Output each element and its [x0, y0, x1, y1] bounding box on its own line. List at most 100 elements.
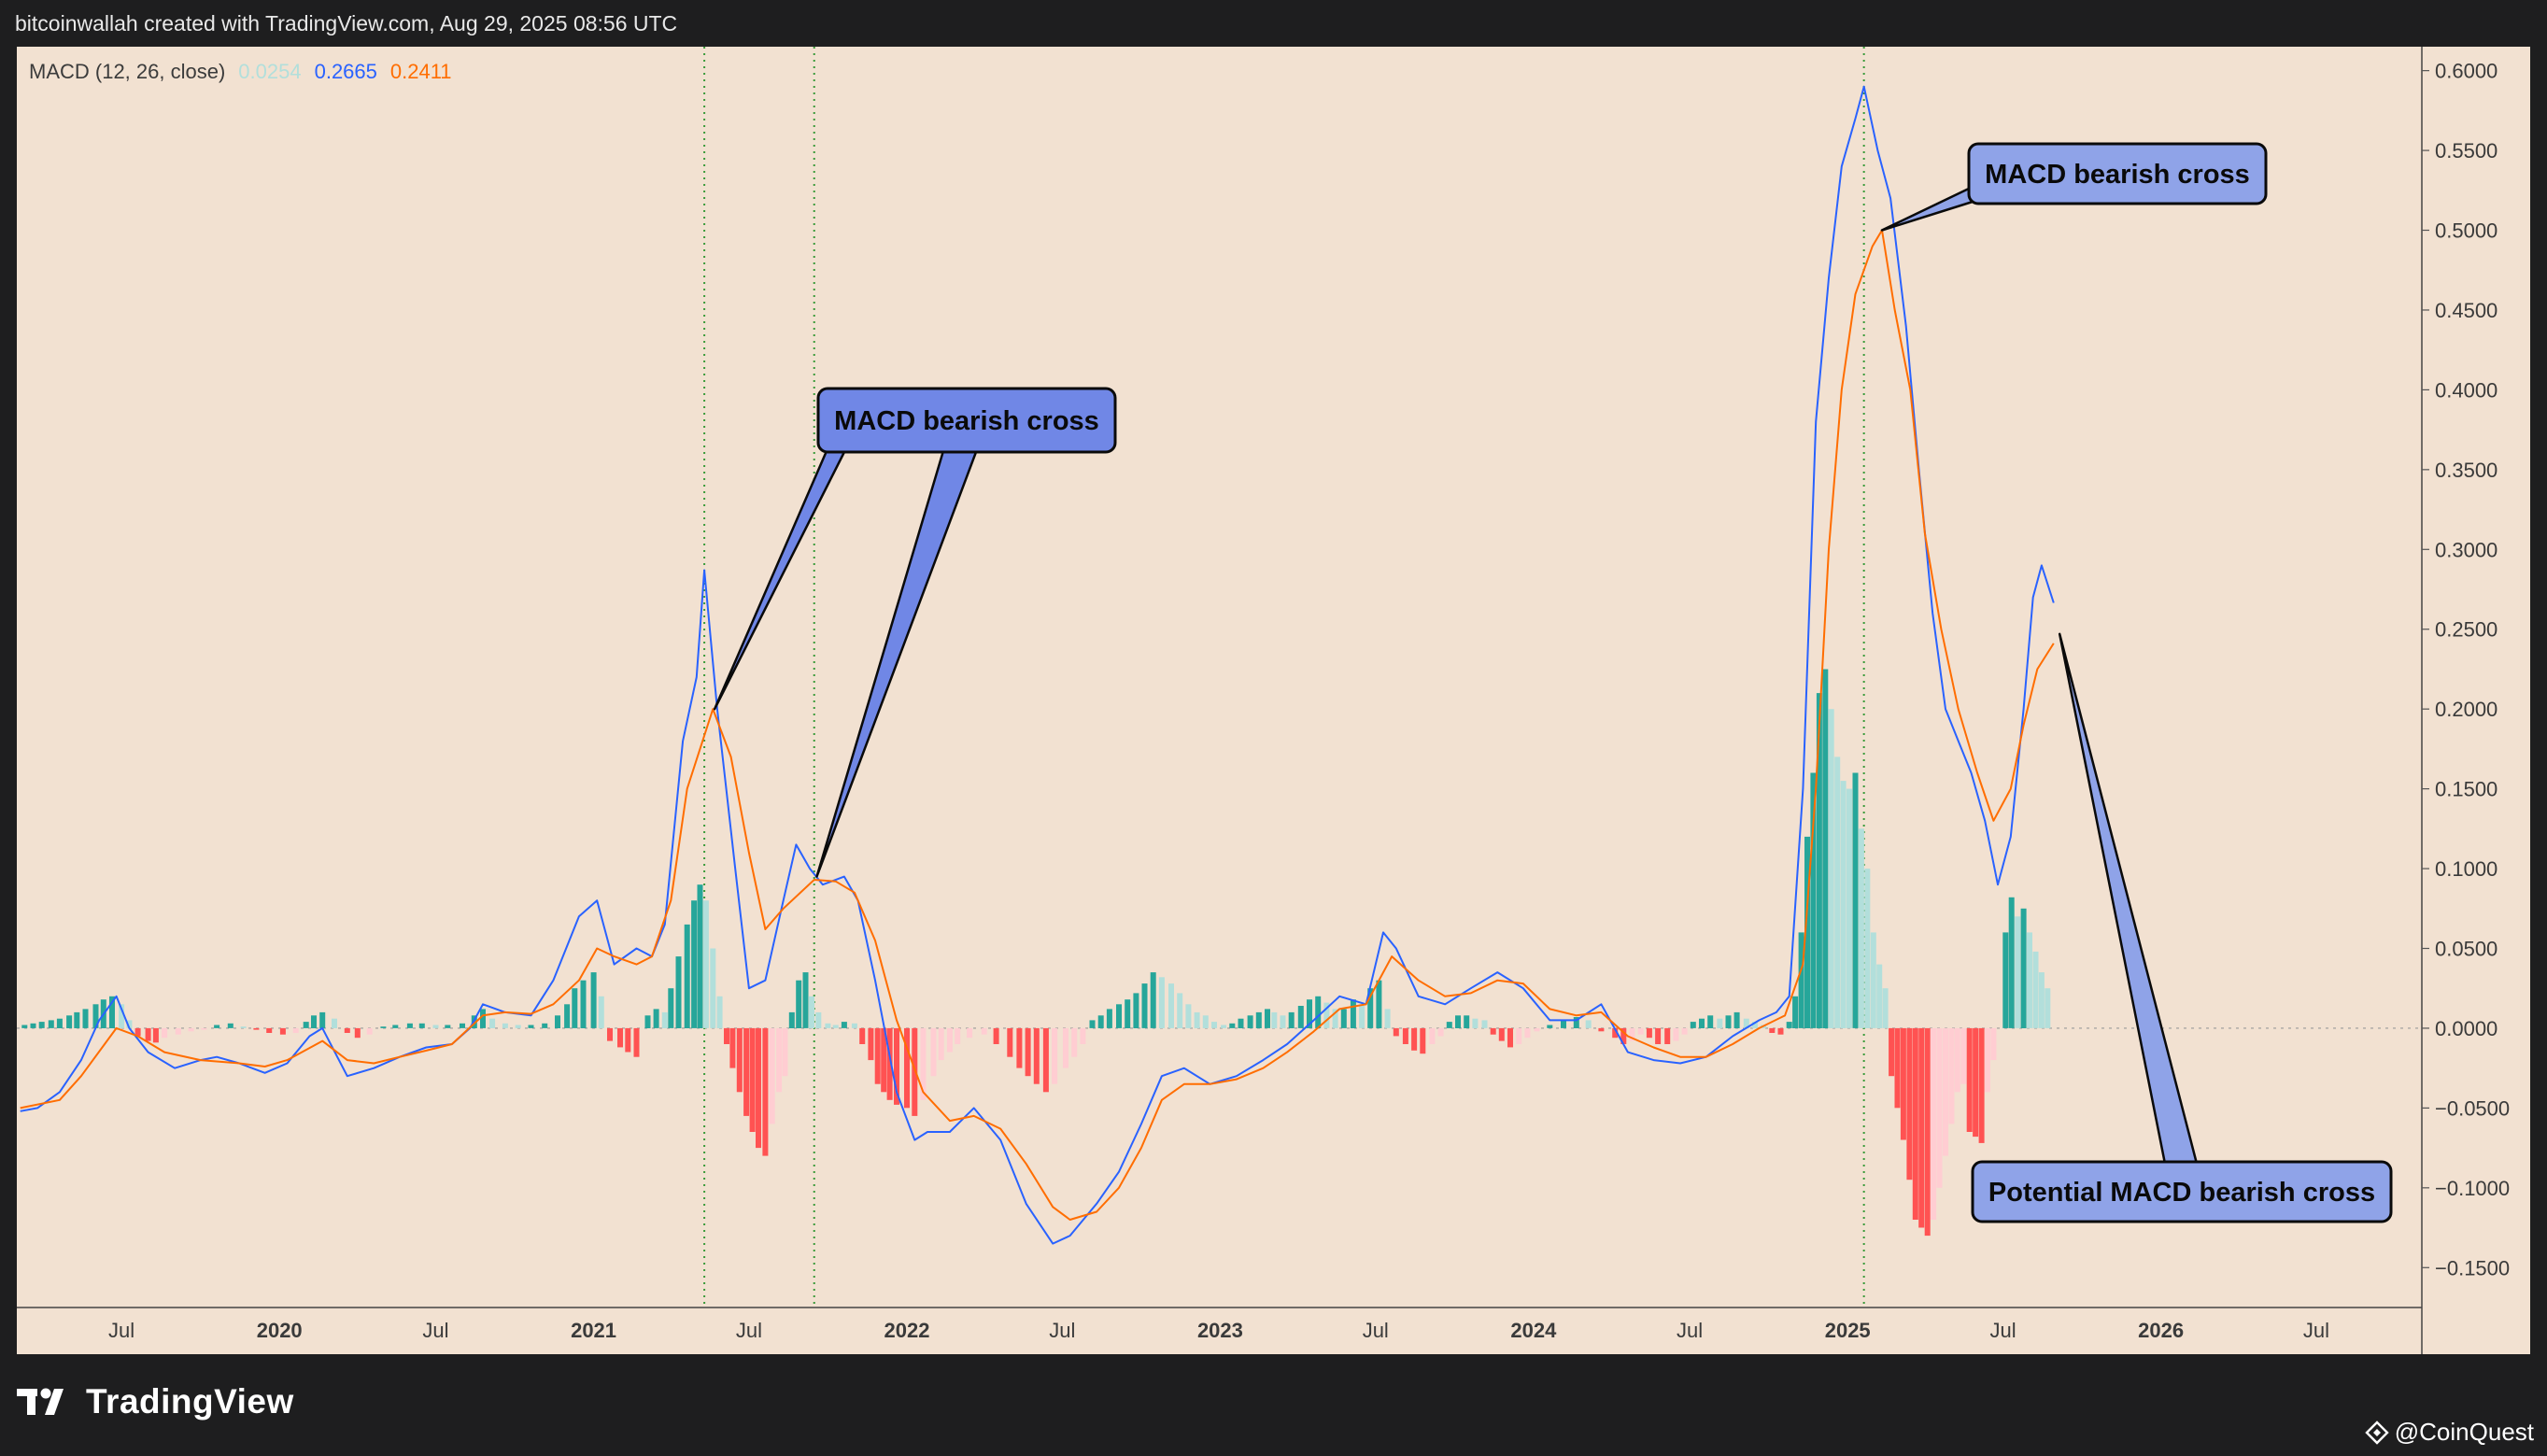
histogram-bar: [92, 1004, 99, 1028]
histogram-bar: [1847, 788, 1852, 1028]
histogram-bar: [1097, 1015, 1104, 1028]
histogram-bar: [788, 1011, 795, 1028]
histogram-bar: [815, 1011, 822, 1028]
histogram-bar: [1681, 1027, 1688, 1035]
histogram-bar: [1211, 1022, 1217, 1028]
histogram-bar: [749, 1027, 756, 1132]
histogram-bar: [796, 980, 802, 1028]
histogram-bar: [1125, 999, 1131, 1028]
time-tick-label: Jul: [736, 1319, 762, 1342]
annotation-callout[interactable]: MACD bearish cross: [1880, 142, 2268, 232]
annotation-callout[interactable]: MACD bearish cross: [713, 387, 1117, 878]
histogram-bar: [1177, 993, 1183, 1028]
histogram-bar: [109, 996, 115, 1028]
callout-box: [816, 387, 1117, 454]
histogram-bar: [1158, 977, 1165, 1028]
price-tick-label: 0.0500: [2435, 938, 2497, 961]
plot-area[interactable]: [17, 47, 2422, 1308]
price-tick-label: 0.5000: [2435, 219, 2497, 243]
time-tick-label: 2021: [571, 1319, 616, 1342]
histogram-bar: [1717, 1018, 1723, 1028]
histogram-bar: [1948, 1027, 1955, 1124]
histogram-bar: [1524, 1027, 1531, 1039]
histogram-bar: [502, 1023, 508, 1028]
histogram-bar: [152, 1027, 159, 1043]
histogram-bar: [1629, 1027, 1635, 1041]
annotation-callout[interactable]: Potential MACD bearish cross: [1971, 632, 2393, 1223]
time-tick-label: Jul: [1049, 1319, 1075, 1342]
histogram-bar: [1141, 983, 1148, 1028]
histogram-bar: [1307, 999, 1312, 1028]
histogram-bar: [1297, 1006, 1304, 1028]
histogram-bar: [1411, 1027, 1418, 1051]
histogram-bar: [668, 988, 674, 1028]
indicator-legend[interactable]: MACD (12, 26, close) 0.0254 0.2665 0.241…: [29, 60, 452, 84]
histogram-bar: [1786, 1022, 1792, 1028]
histogram-bar: [82, 1009, 89, 1028]
histogram-bar: [1042, 1027, 1049, 1093]
histogram-bar: [625, 1027, 631, 1053]
histogram-bar: [1924, 1027, 1931, 1237]
callout-box: [1971, 1160, 2393, 1223]
histogram-bar: [1912, 1027, 1918, 1220]
histogram-bar: [2008, 897, 2015, 1028]
price-tick-label: 0.0000: [2435, 1017, 2497, 1040]
histogram-bar: [920, 1027, 927, 1100]
histogram-bar: [832, 1025, 839, 1028]
histogram-bar: [1733, 1011, 1740, 1028]
histogram-bar: [1931, 1027, 1937, 1220]
histogram-bar: [1828, 709, 1834, 1028]
price-tick-label: 0.1000: [2435, 857, 2497, 881]
histogram-bar: [1384, 1009, 1391, 1028]
macd-line[interactable]: [20, 85, 2055, 1245]
histogram-bar: [30, 1023, 36, 1028]
histogram-bar: [1481, 1020, 1488, 1028]
histogram-bar: [1455, 1015, 1461, 1028]
histogram-bar: [1229, 1023, 1236, 1028]
histogram-bar: [1089, 1020, 1096, 1028]
histogram-bar: [1376, 980, 1382, 1028]
histogram-bar: [809, 996, 814, 1028]
histogram-bar: [1490, 1027, 1496, 1035]
histogram-bar: [1918, 1027, 1925, 1228]
histogram-bar: [311, 1015, 317, 1028]
histogram-bar: [366, 1027, 373, 1035]
histogram-bar: [598, 996, 604, 1028]
indicator-name: MACD (12, 26, close): [29, 60, 226, 83]
histogram-bar: [1936, 1027, 1943, 1188]
price-tick-label: 0.3500: [2435, 459, 2497, 482]
histogram-bar: [1150, 972, 1156, 1028]
time-axis[interactable]: [17, 1308, 2422, 1354]
histogram-bar: [303, 1022, 309, 1028]
histogram-bar: [1534, 1027, 1540, 1032]
histogram-bar: [981, 1027, 987, 1035]
histogram-bar: [126, 1020, 133, 1028]
signal-line[interactable]: [20, 229, 2055, 1221]
histogram-bar: [886, 1027, 893, 1100]
price-tick-label: 0.5500: [2435, 139, 2497, 163]
histogram-bar: [253, 1027, 260, 1030]
price-axis[interactable]: [2422, 47, 2530, 1354]
histogram-bar: [332, 1018, 337, 1028]
price-tick-label: −0.1500: [2435, 1256, 2510, 1279]
histogram-bar: [967, 1027, 973, 1039]
histogram-bar: [201, 1027, 207, 1030]
histogram-bar: [1323, 1002, 1330, 1028]
histogram-bar: [21, 1025, 28, 1028]
histogram-bar: [1202, 1015, 1209, 1028]
histogram-bar: [134, 1027, 141, 1037]
histogram-bar: [1612, 1027, 1619, 1039]
histogram-bar: [1280, 1015, 1286, 1028]
histogram-bar: [633, 1027, 640, 1057]
histogram-bar: [1985, 1027, 1990, 1093]
histogram-bar: [2002, 932, 2009, 1028]
histogram-bar: [542, 1023, 548, 1028]
histogram-bar: [1052, 1027, 1058, 1084]
histogram-bar: [1367, 988, 1374, 1028]
price-tick-label: 0.2000: [2435, 698, 2497, 721]
histogram-bar: [1350, 999, 1356, 1028]
coinquest-watermark: @CoinQuest: [2365, 1418, 2534, 1447]
histogram-bar: [188, 1027, 194, 1032]
tradingview-logo[interactable]: TradingView: [17, 1382, 294, 1421]
